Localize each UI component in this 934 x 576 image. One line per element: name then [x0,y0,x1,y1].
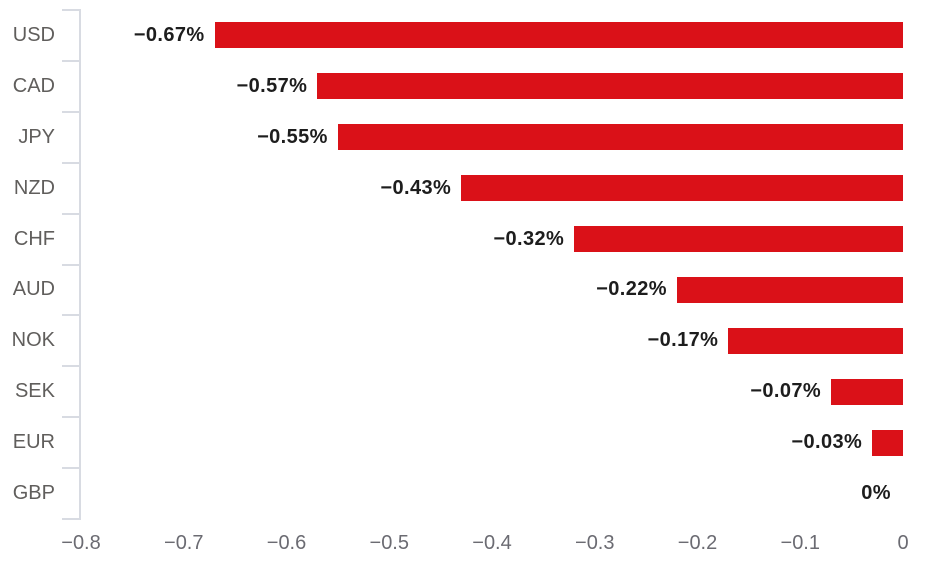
category-label-gbp: GBP [12,482,55,505]
y-axis-tick [62,110,81,113]
bar-value-label-nzd: −0.43% [380,176,452,199]
category-label-eur: EUR [12,431,55,454]
bar-row-gbp: 0% [81,468,903,519]
bar-aud[interactable] [676,276,903,303]
bar-row-chf: −0.32% [81,214,903,265]
category-label-usd: USD [12,23,55,46]
bar-value-label-cad: −0.57% [236,74,308,97]
x-tick-label-−0.4: −0.4 [472,532,512,554]
y-axis-tick [62,416,81,419]
bar-row-sek: −0.07% [81,366,903,417]
bar-eur[interactable] [872,429,903,456]
bar-cad[interactable] [317,73,903,100]
category-label-nok: NOK [11,329,55,352]
y-axis-tick [62,365,81,368]
x-tick-label-−0.2: −0.2 [677,532,718,554]
category-label-nzd: NZD [13,176,55,199]
bar-usd[interactable] [214,22,903,49]
bar-row-nok: −0.17% [81,315,903,366]
bar-value-label-sek: −0.07% [750,380,822,403]
y-axis-tick [62,314,81,317]
bar-value-label-nok: −0.17% [647,329,719,352]
y-axis-tick [62,212,81,215]
category-label-chf: CHF [13,227,55,250]
category-label-sek: SEK [14,380,55,403]
x-axis-tick-labels: −0.8 −0.7 −0.6 −0.5 −0.4 −0.3 −0.2 −0.1 0 [0,529,934,559]
x-tick-label-0: 0 [897,532,909,554]
bar-row-nzd: −0.43% [81,163,903,214]
bar-sek[interactable] [831,378,903,405]
x-tick-label-−0.3: −0.3 [575,532,615,554]
bar-row-jpy: −0.55% [81,112,903,163]
bar-value-label-chf: −0.32% [493,227,565,250]
bar-value-label-gbp: 0% [861,482,891,505]
category-label-cad: CAD [12,74,55,97]
y-axis-tick [62,59,81,62]
x-tick-label-−0.7: −0.7 [164,532,204,554]
bar-row-cad: −0.57% [81,61,903,112]
bar-row-eur: −0.03% [81,417,903,468]
bar-jpy[interactable] [337,124,903,151]
y-axis-line [79,10,81,519]
bar-nzd[interactable] [461,175,903,202]
plot-area: −0.67% −0.57% −0.55% −0.43% −0.32% −0.22% −0.1… [81,10,903,519]
x-tick-label-−0.6: −0.6 [266,532,307,554]
x-tick-label-−0.8: −0.8 [61,532,101,554]
y-axis-tick [62,518,81,520]
bar-value-label-aud: −0.22% [596,278,667,301]
bar-nok[interactable] [728,327,903,354]
x-tick-label-−0.5: −0.5 [369,532,409,554]
x-tick-label-−0.1: −0.1 [780,532,820,554]
bar-row-usd: −0.67% [81,10,903,61]
bar-value-label-jpy: −0.55% [257,125,328,148]
y-axis-tick [62,9,81,11]
bar-value-label-eur: −0.03% [791,431,863,454]
bar-row-aud: −0.22% [81,265,903,316]
y-axis-tick [62,467,81,470]
bar-value-label-usd: −0.67% [133,23,205,46]
y-axis-tick [62,263,81,266]
category-label-aud: AUD [12,278,55,301]
category-label-jpy: JPY [18,125,55,148]
bar-chf[interactable] [574,226,903,253]
y-axis-tick [62,161,81,164]
